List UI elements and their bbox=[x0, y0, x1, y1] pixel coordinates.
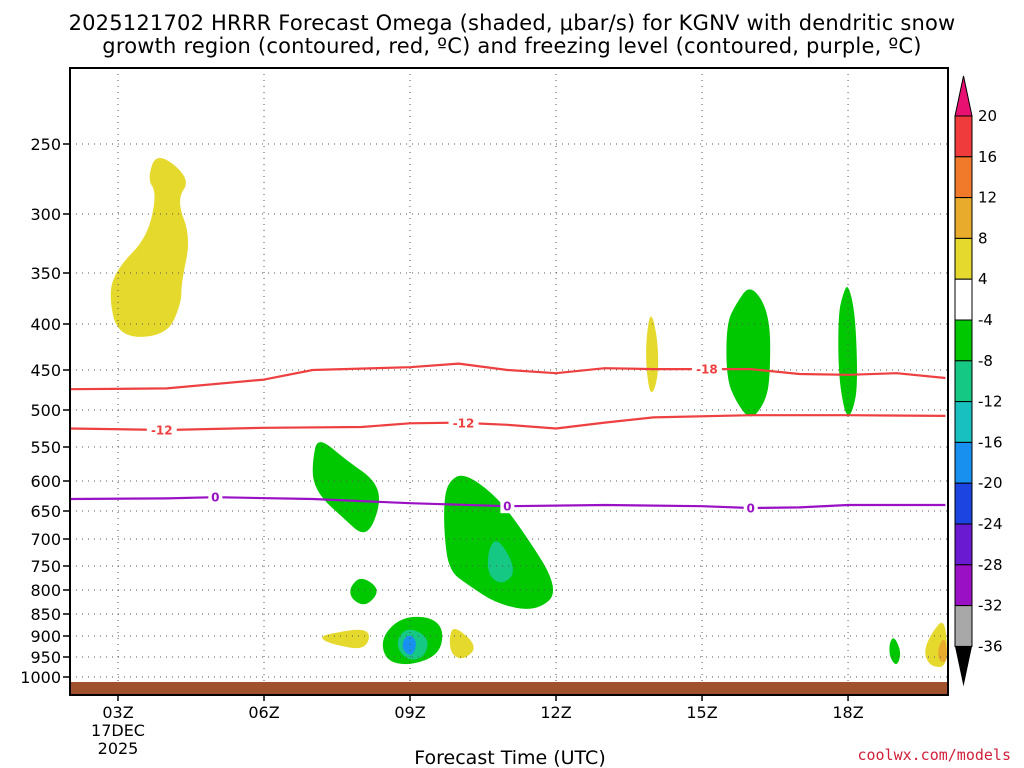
omega-region--4 bbox=[350, 578, 377, 605]
colorbar-swatch bbox=[954, 156, 973, 199]
contour-label-bg bbox=[691, 362, 722, 377]
plot-frame bbox=[69, 67, 949, 696]
x-tick-label: 15Z bbox=[686, 703, 717, 722]
colorbar-label: -28 bbox=[978, 556, 1003, 574]
contour--12 bbox=[69, 414, 946, 432]
x-tick-label: 03Z bbox=[102, 703, 133, 722]
colorbar-label: -32 bbox=[978, 597, 1003, 615]
colorbar-swatch bbox=[954, 605, 973, 647]
contour--18 bbox=[69, 362, 946, 391]
y-axis: 250 300 350 400 450 500 550 600 650 700 750 800 850 9… bbox=[20, 135, 70, 687]
omega-region--8 bbox=[487, 541, 513, 583]
colorbar-swatch bbox=[954, 115, 973, 158]
colorbar-swatch bbox=[954, 197, 973, 239]
y-tick-label: 800 bbox=[30, 581, 61, 600]
colorbar-top-arrow bbox=[954, 75, 973, 117]
colorbar-bottom-arrow bbox=[955, 646, 972, 687]
omega-region-4 bbox=[110, 158, 189, 337]
contour-label-bg bbox=[448, 415, 479, 430]
contour-label: -12 bbox=[453, 416, 475, 430]
omega-region--16 bbox=[402, 635, 416, 655]
y-tick-label: 400 bbox=[30, 315, 61, 334]
y-tick-label: 550 bbox=[30, 438, 61, 457]
colorbar-swatch bbox=[954, 360, 973, 403]
contour-label-bg bbox=[146, 422, 177, 437]
colorbar-swatch bbox=[954, 482, 973, 525]
y-tick-label: 850 bbox=[30, 605, 61, 624]
y-tick-label: 900 bbox=[30, 627, 61, 646]
y-tick-label: 500 bbox=[30, 401, 61, 420]
colorbar-label: -12 bbox=[978, 393, 1003, 411]
y-tick-label: 950 bbox=[30, 648, 61, 667]
y-tick-label: 650 bbox=[30, 502, 61, 521]
colorbar-label: 12 bbox=[978, 189, 997, 207]
contour-0 bbox=[69, 496, 946, 510]
colorbar-swatch bbox=[954, 401, 973, 443]
omega-region-4 bbox=[646, 316, 659, 393]
colorbar-swatch bbox=[954, 523, 973, 566]
y-tick-label: 450 bbox=[30, 361, 61, 380]
colorbar-label: 8 bbox=[978, 229, 988, 247]
y-tick-label: 250 bbox=[30, 135, 61, 154]
omega-region-4 bbox=[449, 629, 474, 659]
y-tick-label: 700 bbox=[30, 530, 61, 549]
y-tick-label: 300 bbox=[30, 205, 61, 224]
colorbar-swatch bbox=[954, 564, 973, 607]
colorbar-label: -4 bbox=[978, 311, 993, 329]
contour-label-bg bbox=[500, 499, 515, 514]
x-tick-label: 09Z bbox=[394, 703, 425, 722]
surface-band bbox=[71, 682, 948, 695]
y-tick-label: 600 bbox=[30, 472, 61, 491]
omega-region--4 bbox=[312, 442, 379, 533]
omega-shading bbox=[110, 158, 947, 667]
chart-title-line1: 2025121702 HRRR Forecast Omega (shaded, … bbox=[69, 11, 956, 35]
contour-lines: -18 -12 -12 0 0 0 bbox=[69, 362, 946, 516]
x-tick-date: 17DEC bbox=[91, 721, 145, 740]
colorbar-swatch bbox=[954, 278, 973, 321]
colorbar: 20 16 12 8 4 -4 -8 -12 -16 -20 -24 -28 -32 -36 bbox=[954, 75, 1003, 687]
colorbar-swatch bbox=[954, 237, 973, 280]
plot-area: -18 -12 -12 0 0 0 bbox=[69, 67, 949, 696]
x-tick-label: 18Z bbox=[832, 703, 863, 722]
omega-region--4 bbox=[889, 638, 901, 665]
colorbar-label: -36 bbox=[978, 637, 1003, 655]
colorbar-label: -20 bbox=[978, 474, 1003, 492]
omega-region-4 bbox=[322, 629, 369, 649]
colorbar-swatch bbox=[954, 319, 973, 362]
colorbar-label: -16 bbox=[978, 433, 1003, 451]
colorbar-label: -24 bbox=[978, 515, 1003, 533]
contour-label: 0 bbox=[747, 502, 755, 516]
credit-text: coolwx.com/models bbox=[857, 746, 1011, 764]
contour-label: 0 bbox=[503, 500, 511, 514]
contour-label-bg bbox=[208, 490, 223, 505]
colorbar-label: 20 bbox=[978, 107, 997, 125]
contour-label: -12 bbox=[151, 423, 173, 437]
contour-label-bg bbox=[743, 501, 758, 515]
colorbar-label: -8 bbox=[978, 352, 993, 370]
contour-label: -18 bbox=[696, 363, 718, 377]
y-tick-label: 350 bbox=[30, 264, 61, 283]
omega-region--4 bbox=[726, 289, 771, 417]
x-tick-label: 06Z bbox=[248, 703, 279, 722]
colorbar-label: 16 bbox=[978, 148, 997, 166]
omega-region--4 bbox=[838, 287, 857, 416]
y-tick-label: 1000 bbox=[20, 668, 61, 687]
colorbar-label: 4 bbox=[978, 270, 988, 288]
contour-label: 0 bbox=[211, 491, 219, 505]
x-axis-label: Forecast Time (UTC) bbox=[414, 747, 605, 768]
chart-title-line2: growth region (contoured, red, ºC) and f… bbox=[102, 34, 921, 58]
x-tick-year: 2025 bbox=[98, 739, 139, 758]
y-tick-label: 750 bbox=[30, 557, 61, 576]
colorbar-swatch bbox=[954, 441, 973, 484]
x-tick-label: 12Z bbox=[540, 703, 571, 722]
